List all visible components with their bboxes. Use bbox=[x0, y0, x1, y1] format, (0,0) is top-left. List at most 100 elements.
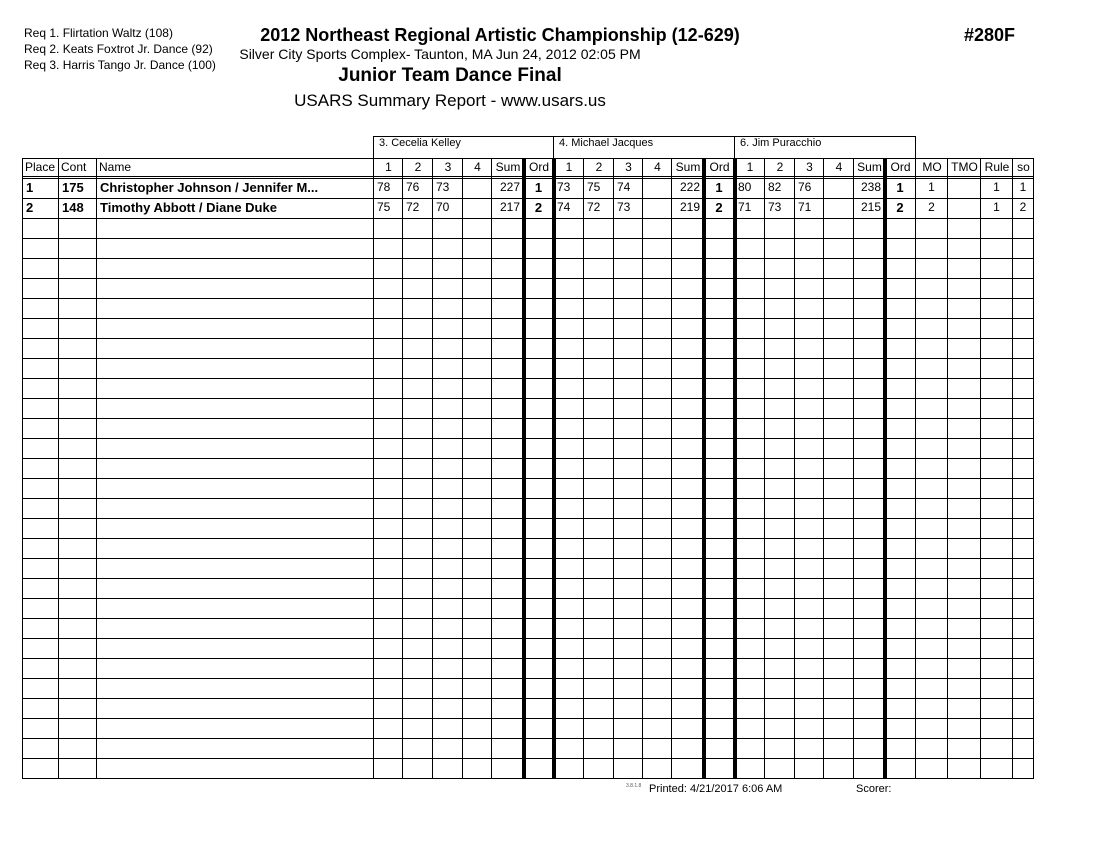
grid-line bbox=[373, 158, 374, 779]
grid-line bbox=[702, 158, 706, 779]
grid-line bbox=[58, 158, 59, 779]
column-header: Rule bbox=[984, 160, 1010, 174]
judge-name: 3. Cecelia Kelley bbox=[379, 137, 461, 149]
table-cell: Timothy Abbott / Diane Duke bbox=[100, 200, 277, 215]
grid-line bbox=[22, 578, 1034, 579]
table-cell: 1 bbox=[534, 180, 543, 195]
grid-line bbox=[22, 378, 1034, 379]
grid-line bbox=[22, 198, 1034, 199]
event-number: #280F bbox=[964, 25, 1016, 45]
grid-line bbox=[22, 418, 1034, 419]
column-header: 2 bbox=[595, 160, 603, 174]
grid-line bbox=[22, 218, 1034, 219]
grid-line bbox=[373, 136, 374, 158]
grid-line bbox=[552, 158, 556, 779]
column-header: Sum bbox=[495, 160, 521, 174]
grid-line bbox=[947, 158, 948, 779]
table-cell: 215 bbox=[860, 200, 881, 214]
column-header: Ord bbox=[528, 160, 549, 174]
grid-line bbox=[642, 158, 643, 779]
grid-line bbox=[402, 158, 403, 779]
column-header: Ord bbox=[709, 160, 730, 174]
column-header: 2 bbox=[414, 160, 422, 174]
grid-line bbox=[22, 298, 1034, 299]
column-header: Name bbox=[99, 160, 132, 174]
grid-line bbox=[22, 538, 1034, 539]
table-cell: 73 bbox=[617, 200, 631, 214]
grid-line bbox=[22, 558, 1034, 559]
grid-line bbox=[22, 258, 1034, 259]
grid-line bbox=[22, 238, 1034, 239]
grid-line bbox=[22, 178, 1034, 179]
column-header: 4 bbox=[654, 160, 661, 174]
column-header: 3 bbox=[444, 160, 452, 174]
grid-line bbox=[22, 658, 1034, 659]
column-header: Cont bbox=[61, 160, 87, 174]
column-header: 3 bbox=[625, 160, 632, 174]
grid-line bbox=[553, 136, 554, 158]
grid-line bbox=[671, 158, 672, 779]
grid-line bbox=[22, 738, 1034, 739]
table-cell: 74 bbox=[557, 200, 571, 214]
grid-line bbox=[462, 158, 463, 779]
requirement-1: Req 1. Flirtation Waltz (108) bbox=[24, 26, 173, 40]
version-label: 3.8.1.8 bbox=[626, 783, 642, 789]
column-header: TMO bbox=[951, 160, 978, 174]
printed-date: Printed: 4/21/2017 6:06 AM bbox=[649, 783, 783, 795]
table-cell: 148 bbox=[62, 200, 84, 215]
table-cell: Christopher Johnson / Jennifer M... bbox=[100, 180, 319, 195]
table-cell: 1 bbox=[928, 180, 935, 194]
table-cell: 1 bbox=[715, 180, 723, 195]
table-cell: 2 bbox=[715, 200, 723, 215]
grid-line bbox=[22, 318, 1034, 319]
grid-line bbox=[22, 398, 1034, 399]
grid-line bbox=[733, 158, 737, 779]
judge-name: 4. Michael Jacques bbox=[559, 137, 654, 149]
grid-line bbox=[22, 498, 1034, 499]
table-cell: 73 bbox=[557, 180, 571, 194]
table-cell: 80 bbox=[738, 180, 752, 194]
grid-line bbox=[734, 136, 735, 158]
table-cell: 2 bbox=[896, 200, 904, 215]
grid-line bbox=[22, 598, 1034, 599]
venue-date: Silver City Sports Complex- Taunton, MA … bbox=[239, 46, 641, 62]
table-cell: 175 bbox=[62, 180, 84, 195]
grid-line bbox=[22, 758, 1034, 759]
table-cell: 73 bbox=[768, 200, 782, 214]
column-header: Sum bbox=[857, 160, 882, 174]
grid-line bbox=[22, 458, 1034, 459]
grid-line bbox=[764, 158, 765, 779]
grid-line bbox=[22, 518, 1034, 519]
column-header: so bbox=[1017, 160, 1030, 174]
grid-line bbox=[22, 698, 1034, 699]
table-cell: 72 bbox=[587, 200, 601, 214]
table-cell: 2 bbox=[534, 200, 543, 215]
column-header: 1 bbox=[565, 160, 573, 174]
grid-line bbox=[915, 158, 916, 779]
table-cell: 217 bbox=[499, 200, 520, 214]
table-cell: 82 bbox=[768, 180, 782, 194]
grid-line bbox=[22, 718, 1034, 719]
table-cell: 1 bbox=[993, 180, 1000, 194]
grid-line bbox=[915, 136, 916, 158]
table-cell: 2 bbox=[928, 200, 935, 214]
table-cell: 72 bbox=[406, 200, 420, 214]
column-header: 1 bbox=[385, 160, 392, 174]
grid-line bbox=[22, 638, 1034, 639]
column-header: MO bbox=[922, 160, 942, 174]
grid-line bbox=[734, 136, 916, 137]
table-cell: 238 bbox=[860, 180, 881, 194]
grid-line bbox=[22, 478, 1034, 479]
grid-line bbox=[22, 438, 1034, 439]
column-header: 3 bbox=[806, 160, 813, 174]
grid-line bbox=[794, 158, 795, 779]
grid-line bbox=[432, 158, 433, 779]
table-cell: 2 bbox=[1019, 200, 1027, 214]
requirement-2: Req 2. Keats Foxtrot Jr. Dance (92) bbox=[24, 42, 213, 56]
scorer-label: Scorer: bbox=[856, 783, 892, 795]
grid-line bbox=[583, 158, 584, 779]
grid-line bbox=[22, 618, 1034, 619]
column-header: 4 bbox=[474, 160, 481, 174]
grid-line bbox=[853, 158, 854, 779]
